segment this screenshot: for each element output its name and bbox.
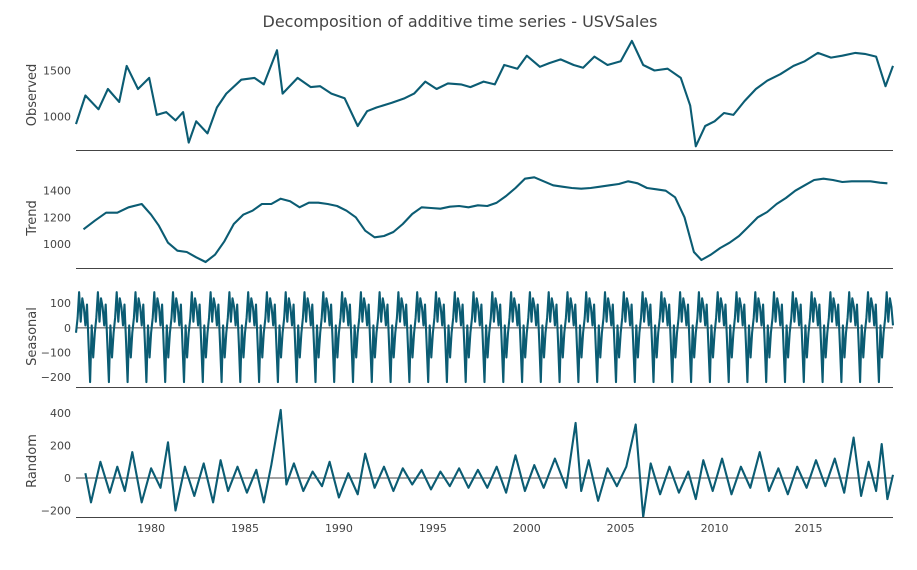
x-tick-label: 1980 [137, 522, 165, 535]
observed-panel: Observed 1000 1500 [25, 39, 894, 151]
random-y-tick-label: 0 [64, 472, 71, 485]
random-y-tick-label: −200 [41, 505, 71, 518]
panels: Observed 10001500Trend100012001400Seasona… [25, 39, 895, 519]
trend-y-label: Trend [25, 200, 40, 237]
x-tick-label: 2010 [701, 522, 729, 535]
random-y-label: Random [25, 434, 40, 488]
x-tick-label: 2000 [513, 522, 541, 535]
seasonal-y-tick-label: −200 [41, 371, 71, 384]
x-tick-label: 2015 [794, 522, 822, 535]
seasonal-panel: Seasonal−200 −100 0 100 [25, 291, 895, 388]
seasonal-series-line [74, 291, 895, 384]
seasonal-y-tick-label: 100 [50, 297, 71, 310]
trend-y-tick-label: 1400 [43, 185, 71, 198]
seasonal-y-label: Seasonal [25, 307, 40, 366]
random-y-tick-label: 200 [50, 440, 71, 453]
x-tick-label: 1995 [419, 522, 447, 535]
random-panel: Random −200 0 200 400 [25, 407, 895, 519]
seasonal-y-tick-label: −100 [41, 347, 71, 360]
observed-y-label: Observed [25, 64, 40, 127]
trend-y-tick-label: 1000 [43, 238, 71, 251]
seasonal-y-tick-label: 0 [64, 322, 71, 335]
random-y-tick-label: 400 [50, 407, 71, 420]
x-axis: 1980 1985 1990 1995 2000 2005 2010 2015 [137, 522, 822, 535]
trend-series-line [82, 176, 888, 264]
observed-series-line [75, 39, 894, 148]
observed-y-tick-label: 1000 [43, 111, 71, 124]
x-tick-label: 1990 [325, 522, 353, 535]
random-series-line [84, 408, 895, 519]
chart-title: Decomposition of additive time series - … [263, 12, 658, 31]
x-tick-label: 2005 [607, 522, 635, 535]
trend-y-tick-label: 1200 [43, 211, 71, 224]
observed-y-tick-label: 1500 [43, 65, 71, 78]
x-tick-label: 1985 [231, 522, 259, 535]
